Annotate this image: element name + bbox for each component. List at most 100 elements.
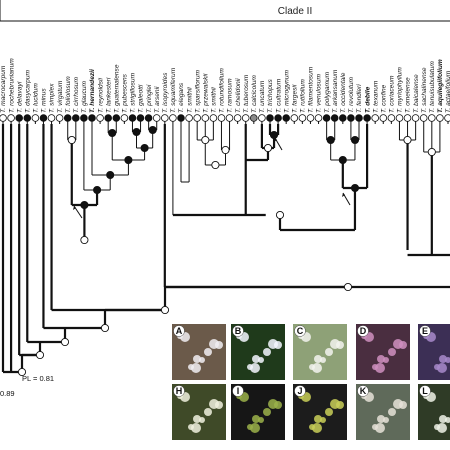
- node-state-circle: [132, 127, 141, 137]
- tip-label: T. isopyroides: [162, 72, 169, 113]
- tip-label: T. minus: [41, 88, 48, 113]
- tip-label: T. actaeifolium: [445, 70, 450, 113]
- tip-state-circle: [144, 114, 153, 122]
- flower-blob: [445, 357, 450, 363]
- tip-state-circle: [72, 114, 80, 122]
- tip-label: T. ramosum: [227, 78, 234, 113]
- tip-label: T. dasycarpum: [25, 69, 32, 113]
- flower-blob: [204, 348, 212, 356]
- tip-label: T. reynoldsii: [97, 78, 104, 113]
- flower-blob: [252, 355, 260, 363]
- tip-state-circle: [427, 114, 436, 122]
- photo-letter-badge: [294, 325, 306, 337]
- tip-label: T. cultratum: [275, 78, 282, 113]
- flower-blob: [258, 357, 264, 363]
- node-state-circle: [403, 135, 412, 145]
- tip-state-circle: [88, 114, 96, 122]
- arrowhead-icon: [274, 138, 277, 142]
- tip-state-circle: [314, 114, 323, 122]
- tip-label: T. macrocarpum: [0, 65, 7, 113]
- photo-panel: J: [293, 384, 347, 440]
- tip-state-circle: [128, 114, 137, 122]
- tip-state-circle: [290, 114, 299, 122]
- tip-state-circle: [161, 114, 169, 122]
- photo-letter: L: [422, 386, 428, 396]
- flower-blob: [274, 341, 282, 349]
- tip-state-circle: [233, 114, 242, 122]
- tip-state-circle: [241, 114, 250, 122]
- tip-label: T. elegans: [178, 82, 185, 113]
- flower-blob: [215, 401, 223, 409]
- node-state-circle: [35, 350, 45, 360]
- tip-label: T. microgynum: [283, 69, 290, 113]
- photo-panel: E: [418, 324, 450, 380]
- photo-letter-badge: [173, 385, 185, 397]
- flower-blob: [250, 363, 260, 373]
- tip-state-circle: [387, 114, 396, 122]
- flower-blob: [383, 417, 389, 423]
- flower-blob: [274, 401, 282, 409]
- tip-label: T. lankesteri: [105, 77, 112, 113]
- tip-label: T. texanum: [372, 80, 379, 113]
- flower-blob: [336, 341, 344, 349]
- tip-label: T. myriophyllum: [397, 67, 404, 113]
- tip-state-circle: [55, 114, 64, 122]
- photo-letter-badge: [419, 325, 431, 337]
- tip-label: T. pubescens: [122, 73, 129, 113]
- node-state-circle: [275, 210, 285, 220]
- tip-state-circle: [395, 114, 404, 122]
- tip-label: T. glaucum: [81, 80, 88, 113]
- tip-label: T. fargesii: [292, 84, 299, 113]
- clade-title: Clade II: [278, 6, 312, 17]
- node-state-circle: [343, 282, 353, 292]
- node-state-circle: [106, 170, 115, 180]
- tip-state-circle: [177, 114, 185, 122]
- tip-labels: T. macrocarpum T. rochebrunianum T. delava…: [0, 58, 450, 113]
- flower-blob: [388, 348, 396, 356]
- tip-label: T. revolutum: [348, 76, 355, 113]
- photo-letter: H: [176, 386, 183, 396]
- tip-label: T. aquilegiifolium: [437, 59, 444, 113]
- node-state-circle: [269, 130, 279, 140]
- flower-blob: [314, 415, 322, 423]
- photo-panel: K: [356, 384, 410, 440]
- tip-label: T. guatemalense: [114, 64, 121, 113]
- photo-letter-badge: [419, 385, 431, 397]
- flower-blob: [191, 423, 201, 433]
- tip-state-circle: [363, 114, 371, 122]
- tip-label: T. filamentosum: [308, 66, 315, 113]
- photo-letter: D: [360, 326, 367, 336]
- tip-state-circle: [274, 114, 282, 122]
- tip-label: T. sparsiflorum: [194, 69, 201, 113]
- flower-blob: [199, 417, 205, 423]
- tip-label: T. fendleri: [356, 84, 363, 113]
- tip-state-circle: [282, 114, 291, 122]
- flower-blob: [263, 348, 271, 356]
- photo-letter: A: [176, 326, 183, 336]
- tip-label: T. przewalskii: [203, 73, 210, 113]
- flower-blob: [325, 408, 333, 416]
- node-state-circle: [221, 145, 230, 155]
- tip-state-circle: [217, 114, 226, 122]
- tip-state-circle: [7, 114, 15, 122]
- tip-label: T. cirrhosum: [73, 76, 80, 113]
- arrowhead-icon: [342, 193, 345, 197]
- tip-state-circle: [193, 114, 202, 122]
- flower-blob: [193, 355, 201, 363]
- photo-letter: E: [422, 326, 428, 336]
- photo-panel: L: [418, 384, 450, 440]
- photo-letter-badge: [357, 385, 369, 397]
- tip-state-circle: [31, 114, 40, 122]
- tip-state-circle: [355, 114, 363, 122]
- tip-state-circle: [411, 114, 420, 122]
- tip-state-circle: [39, 114, 48, 122]
- photo-letter: B: [235, 326, 242, 336]
- tip-label: T. delavayi: [16, 81, 23, 113]
- tip-label: T. galeotti: [138, 84, 145, 113]
- node-state-circle: [148, 125, 157, 135]
- flower-blob: [252, 415, 260, 423]
- photo-panels: A B C D E H I J K L: [172, 324, 450, 440]
- node-state-circle: [60, 337, 70, 347]
- flower-blob: [312, 423, 322, 433]
